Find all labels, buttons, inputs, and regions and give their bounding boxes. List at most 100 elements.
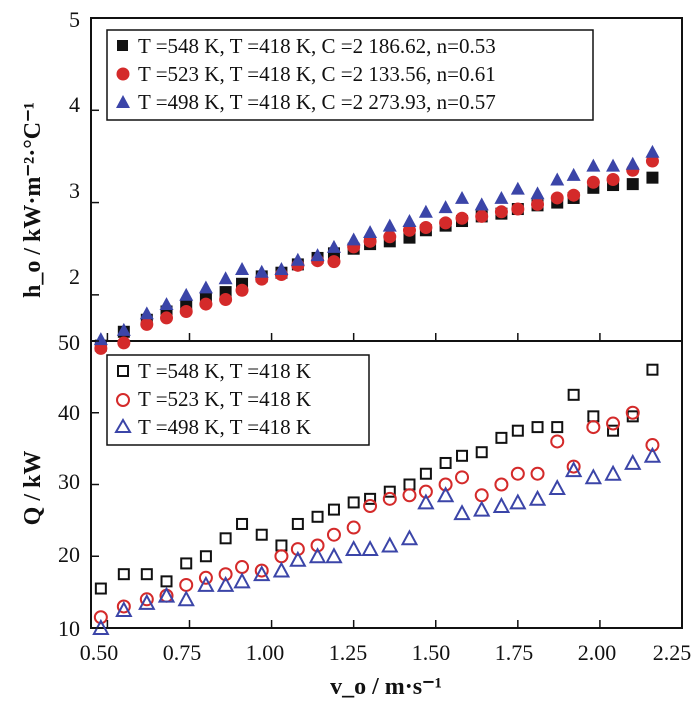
top-legend: T =548 K, T =418 K, C =2 186.62, n=0.53 … bbox=[106, 29, 594, 121]
data-point-circle bbox=[198, 570, 213, 585]
data-point-square bbox=[495, 431, 508, 444]
top-legend-box bbox=[106, 29, 594, 121]
data-point-circle bbox=[419, 220, 433, 234]
data-point-circle bbox=[567, 188, 581, 202]
data-point-triangle bbox=[197, 575, 215, 592]
data-point-circle bbox=[645, 154, 659, 168]
bottom-ytick-label: 10 bbox=[58, 616, 80, 641]
data-point-triangle bbox=[564, 461, 583, 478]
data-point-square bbox=[160, 575, 173, 588]
data-point-circle bbox=[530, 466, 545, 481]
data-point-circle bbox=[550, 434, 565, 449]
data-point-circle bbox=[235, 560, 250, 575]
data-point-triangle bbox=[346, 232, 361, 246]
data-point-circle bbox=[606, 416, 621, 431]
bottom-ytick-label: 30 bbox=[58, 469, 80, 494]
data-point-circle bbox=[179, 304, 193, 318]
data-point-square bbox=[219, 532, 232, 545]
bottom-legend-entry: T =498 K, T =418 K bbox=[138, 415, 311, 439]
top-legend-entry: T =523 K, T =418 K, C =2 133.56, n=0.61 bbox=[138, 62, 496, 86]
data-point-square bbox=[140, 568, 153, 581]
data-point-triangle bbox=[584, 468, 603, 485]
data-point-triangle bbox=[115, 600, 133, 618]
data-point-square bbox=[646, 363, 659, 376]
top-ytick-label: 2 bbox=[69, 264, 80, 289]
data-point-circle bbox=[218, 567, 233, 582]
data-point-triangle bbox=[233, 572, 251, 589]
data-point-triangle bbox=[290, 252, 305, 266]
bottom-legend-entry: T =548 K, T =418 K bbox=[138, 359, 311, 383]
xtick-label: 0.50 bbox=[80, 640, 119, 665]
data-point-circle bbox=[326, 527, 341, 542]
data-point-square bbox=[531, 421, 544, 434]
data-point-square bbox=[419, 467, 432, 480]
data-point-circle bbox=[625, 405, 640, 420]
data-point-triangle bbox=[177, 590, 195, 607]
data-point-circle bbox=[179, 577, 194, 592]
data-point-circle bbox=[139, 592, 154, 607]
xtick-label: 1.75 bbox=[495, 640, 534, 665]
data-point-circle bbox=[511, 202, 525, 216]
data-point-triangle bbox=[566, 167, 581, 181]
data-point-triangle bbox=[274, 262, 289, 275]
data-point-triangle bbox=[494, 190, 509, 204]
data-point-triangle bbox=[361, 539, 379, 557]
data-point-circle bbox=[383, 230, 397, 244]
data-point-triangle bbox=[643, 446, 662, 463]
xtick-label: 2.00 bbox=[578, 640, 617, 665]
data-point-square bbox=[117, 568, 130, 581]
data-point-triangle bbox=[492, 496, 511, 513]
data-point-triangle bbox=[254, 264, 269, 278]
bottom-legend: T =548 K, T =418 K T =523 K, T =418 K T … bbox=[106, 354, 370, 446]
bottom-legend-entry: T =523 K, T =418 K bbox=[138, 387, 311, 411]
data-point-triangle bbox=[436, 486, 455, 503]
legend-marker-square bbox=[117, 40, 128, 51]
data-point-square bbox=[199, 550, 212, 563]
data-point-square bbox=[626, 178, 639, 191]
data-point-square bbox=[347, 496, 360, 509]
data-point-square bbox=[383, 485, 396, 498]
data-point-triangle bbox=[139, 306, 154, 320]
data-point-triangle bbox=[253, 565, 271, 582]
data-point-square bbox=[311, 510, 324, 523]
data-point-triangle bbox=[509, 493, 527, 510]
data-point-circle bbox=[274, 549, 289, 564]
data-point-triangle bbox=[382, 218, 397, 232]
xtick-label: 2.25 bbox=[653, 640, 692, 665]
data-point-square bbox=[511, 424, 524, 437]
data-point-triangle bbox=[157, 586, 176, 603]
data-point-triangle bbox=[310, 248, 325, 262]
data-point-triangle bbox=[235, 262, 250, 275]
data-point-square bbox=[291, 517, 304, 530]
data-point-triangle bbox=[363, 225, 378, 239]
data-point-square bbox=[94, 582, 107, 595]
data-point-square bbox=[236, 517, 249, 530]
data-point-triangle bbox=[624, 453, 642, 470]
data-point-circle bbox=[494, 477, 509, 492]
x-axis-label: v_o / m·s⁻¹ bbox=[330, 674, 442, 700]
data-point-triangle bbox=[550, 172, 565, 186]
data-point-square bbox=[255, 528, 268, 541]
data-point-circle bbox=[117, 336, 131, 350]
data-point-triangle bbox=[530, 186, 545, 200]
data-point-triangle bbox=[93, 332, 108, 346]
data-point-triangle bbox=[455, 190, 470, 204]
bottom-legend-box bbox=[106, 354, 370, 446]
data-point-circle bbox=[140, 317, 154, 331]
data-point-triangle bbox=[645, 144, 660, 158]
xtick-label: 0.75 bbox=[163, 640, 202, 665]
data-point-triangle bbox=[218, 271, 233, 285]
data-point-circle bbox=[116, 599, 131, 614]
data-point-triangle bbox=[325, 547, 343, 564]
data-point-triangle bbox=[216, 575, 235, 592]
data-point-triangle bbox=[418, 204, 433, 218]
bottom-ytick-label: 20 bbox=[58, 542, 80, 567]
data-point-circle bbox=[382, 491, 397, 506]
data-point-circle bbox=[550, 191, 564, 205]
data-point-triangle bbox=[606, 158, 621, 172]
data-point-triangle bbox=[326, 239, 341, 253]
data-point-circle bbox=[474, 488, 489, 503]
data-point-circle bbox=[494, 205, 508, 219]
data-point-triangle bbox=[548, 478, 566, 496]
